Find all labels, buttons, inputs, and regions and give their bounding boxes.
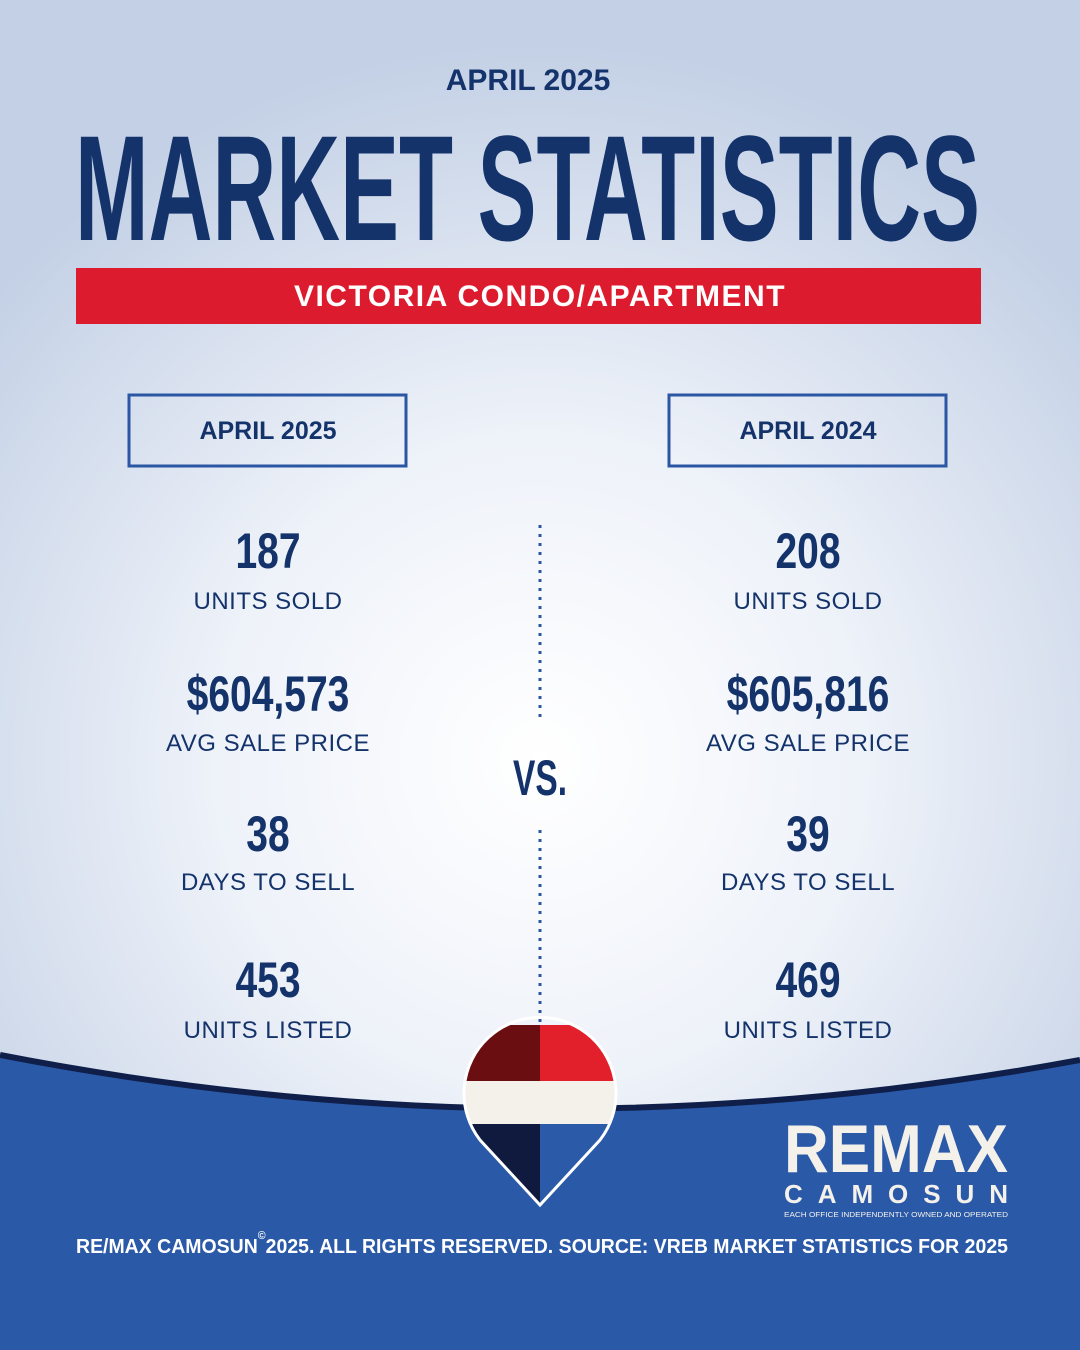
stat-value: $604,573	[187, 666, 350, 722]
stat-label: UNITS LISTED	[184, 1017, 353, 1044]
header-subtitle: VICTORIA CONDO/APARTMENT	[294, 280, 786, 313]
subtitle-banner	[76, 268, 981, 324]
stat-label: UNITS LISTED	[724, 1017, 893, 1044]
stat-value: 453	[235, 952, 300, 1008]
header-date: APRIL 2025	[446, 64, 611, 97]
stat-value: 38	[246, 806, 289, 862]
logo-office: CAMOSUN	[784, 1179, 1008, 1209]
logo-tagline: EACH OFFICE INDEPENDENTLY OWNED AND OPER…	[784, 1212, 1008, 1219]
stat-value: $605,816	[727, 666, 890, 722]
stat-label: DAYS TO SELL	[721, 869, 895, 896]
stat-label: UNITS SOLD	[193, 588, 342, 615]
footer-text: 2025. ALL RIGHTS RESERVED. SOURCE: VREB …	[266, 1236, 1008, 1258]
footer-owner: RE/MAX CAMOSUN	[76, 1236, 258, 1258]
stat-label: DAYS TO SELL	[181, 869, 355, 896]
footer: RE/MAX CAMOSUN©2025. ALL RIGHTS RESERVED…	[76, 1230, 1008, 1258]
stat-value: 469	[775, 952, 840, 1008]
footer-symbol: ©	[258, 1230, 266, 1242]
stat-label: AVG SALE PRICE	[166, 730, 370, 757]
column-heading: APRIL 2025	[199, 417, 336, 445]
stats: 187 UNITS SOLD $604,573 AVG SALE PRICE 38 DAY…	[166, 523, 910, 1044]
column-heading-box	[667, 393, 948, 468]
stat-value: 187	[235, 523, 300, 579]
stat-label: UNITS SOLD	[733, 588, 882, 615]
column-heading: APRIL 2024	[739, 417, 876, 445]
stat-value: 208	[775, 523, 840, 579]
versus: VS.	[513, 750, 567, 806]
stat-label: AVG SALE PRICE	[706, 730, 910, 757]
stat-value: 39	[786, 806, 829, 862]
header-title: MARKET STATISTICS	[75, 104, 980, 272]
logo-brand: REMAX	[784, 1111, 1008, 1187]
column-heading-box	[127, 393, 408, 468]
